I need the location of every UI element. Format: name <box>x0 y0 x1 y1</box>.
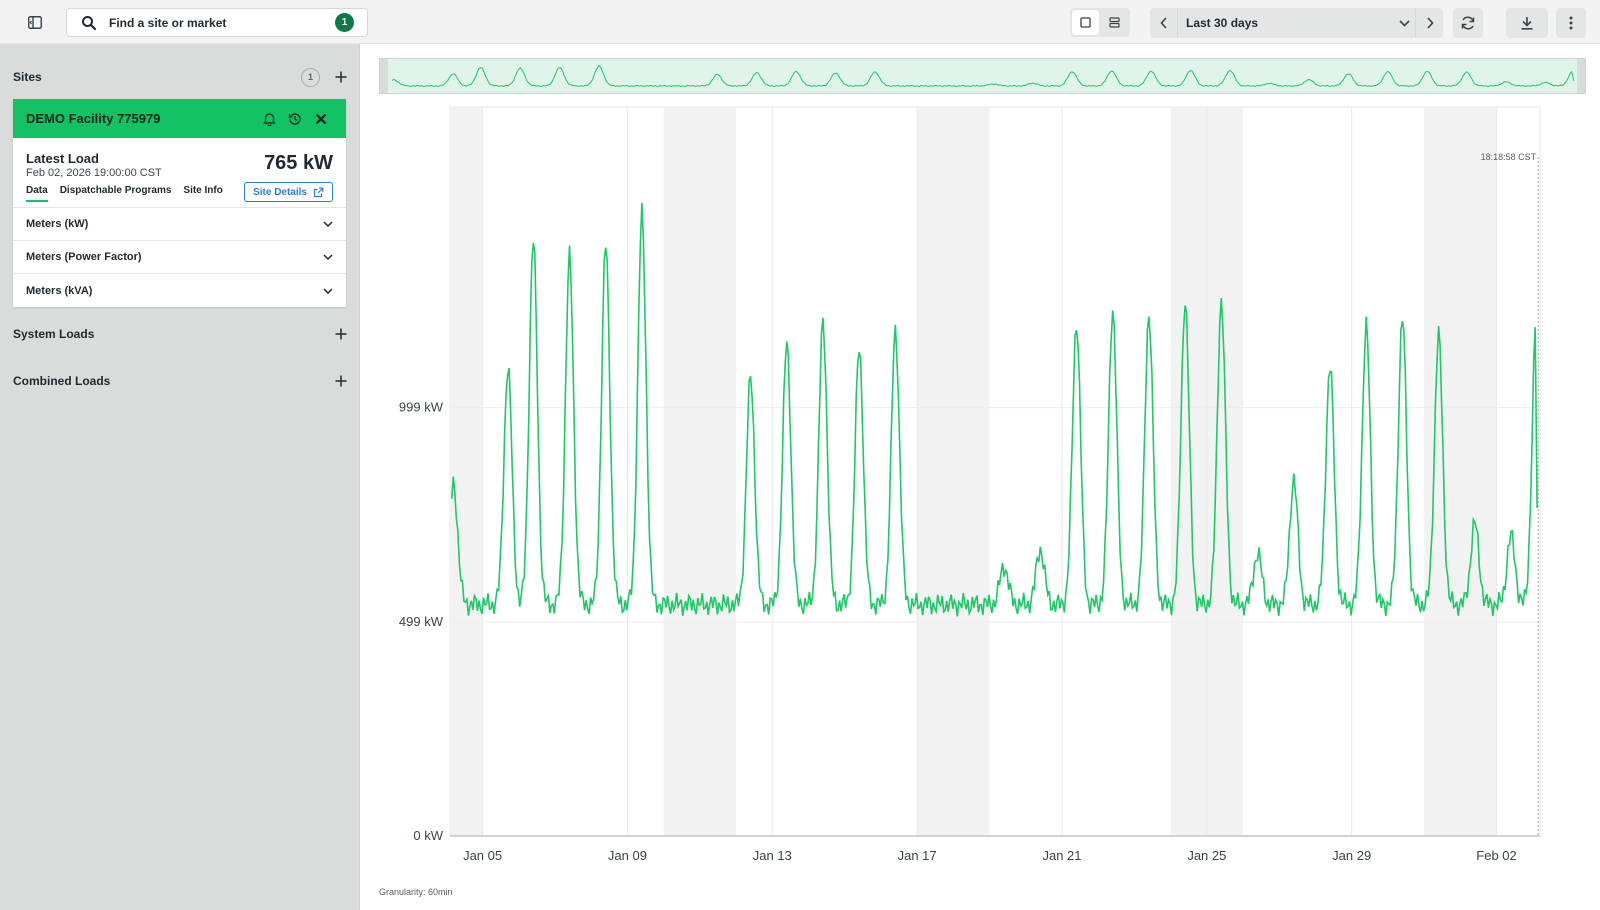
navigator-right-handle[interactable] <box>1577 59 1585 93</box>
date-range-picker: Last 30 days <box>1150 8 1443 38</box>
meters-kva-row[interactable]: Meters (kVA) <box>13 274 346 307</box>
meters-power-factor-label: Meters (Power Factor) <box>26 251 142 263</box>
y-tick-label: 999 kW <box>399 400 444 415</box>
download-icon <box>1521 17 1533 30</box>
weekend-band <box>917 107 990 836</box>
meters-kva-label: Meters (kVA) <box>26 284 93 297</box>
combined-loads-section-header: Combined Loads <box>13 371 348 391</box>
x-tick-label: Jan 29 <box>1332 848 1371 863</box>
chart-panel: 0 kW 499 kW 999 kW Jan 05 Jan 09 Jan 13 Jan 17… <box>360 44 1600 910</box>
load-series-line <box>451 202 1538 617</box>
search-placeholder: Find a site or market <box>109 15 227 30</box>
sites-section-header: Sites 1 <box>13 67 348 87</box>
history-icon[interactable] <box>282 109 308 129</box>
top-bar: Find a site or market 1 Last 30 days <box>0 0 1600 44</box>
navigator-preview <box>391 64 1575 88</box>
tab-data[interactable]: Data <box>26 185 48 202</box>
x-tick-label: Jan 09 <box>608 848 647 863</box>
site-details-label: Site Details <box>253 186 307 198</box>
x-tick-label: Jan 25 <box>1187 848 1226 863</box>
y-tick-label: 499 kW <box>399 614 444 629</box>
range-navigator[interactable] <box>379 58 1586 94</box>
sidebar-toggle-icon[interactable] <box>22 10 48 34</box>
close-icon[interactable] <box>308 109 334 129</box>
search-input[interactable]: Find a site or market 1 <box>66 8 368 37</box>
system-loads-title: System Loads <box>13 327 95 341</box>
tab-site-info[interactable]: Site Info <box>183 185 223 196</box>
load-chart[interactable]: 0 kW 499 kW 999 kW Jan 05 Jan 09 Jan 13 Jan 17… <box>360 44 1600 884</box>
meters-power-factor-row[interactable]: Meters (Power Factor) <box>13 241 346 274</box>
download-button[interactable] <box>1506 8 1548 38</box>
granularity-label: Granularity: 60min <box>379 887 453 897</box>
add-site-button[interactable] <box>334 70 348 84</box>
plot-background <box>449 106 1541 837</box>
latest-load-time: Feb 02, 2026 19:00:00 CST <box>26 167 162 179</box>
add-combined-load-button[interactable] <box>334 374 348 388</box>
meters-kw-row[interactable]: Meters (kW) <box>13 208 346 241</box>
chevron-down-icon <box>323 221 333 227</box>
meters-kw-label: Meters (kW) <box>26 218 89 230</box>
refresh-icon <box>1461 16 1475 30</box>
search-icon <box>81 15 97 31</box>
chevron-down-icon <box>323 254 333 260</box>
single-view-button[interactable] <box>1072 10 1099 35</box>
previous-range-button[interactable] <box>1150 8 1177 38</box>
site-card: DEMO Facility 775979 Latest Load Feb 02,… <box>13 99 346 307</box>
navigator-series-line <box>391 64 1575 88</box>
x-tick-label: Jan 13 <box>753 848 792 863</box>
sites-count-badge: 1 <box>301 67 320 87</box>
weekend-band <box>1424 107 1497 836</box>
chevron-down-icon <box>1393 19 1415 27</box>
x-tick-label: Jan 17 <box>898 848 937 863</box>
site-tabs: Data Dispatchable Programs Site Info <box>26 185 223 202</box>
view-toggle <box>1070 8 1130 37</box>
add-system-load-button[interactable] <box>334 327 348 341</box>
more-vertical-icon <box>1569 16 1573 30</box>
tab-dispatchable-programs[interactable]: Dispatchable Programs <box>59 185 172 196</box>
y-tick-label: 0 kW <box>413 828 443 843</box>
next-range-button[interactable] <box>1416 8 1443 38</box>
navigator-left-handle[interactable] <box>380 59 388 93</box>
site-details-button[interactable]: Site Details <box>244 182 333 202</box>
current-time-label: 18:18:58 CST <box>1481 152 1537 162</box>
external-link-icon <box>313 187 324 197</box>
plus-icon <box>335 375 347 387</box>
plus-icon <box>335 328 347 340</box>
search-count-badge: 1 <box>335 13 354 32</box>
more-options-button[interactable] <box>1556 8 1586 38</box>
combined-loads-title: Combined Loads <box>13 374 111 388</box>
stacked-view-button[interactable] <box>1101 10 1128 35</box>
site-card-header: DEMO Facility 775979 <box>13 99 346 138</box>
x-tick-label: Jan 21 <box>1042 848 1081 863</box>
date-range-label: Last 30 days <box>1186 16 1259 30</box>
latest-load-value: 765 kW <box>264 152 333 174</box>
sites-title: Sites <box>13 70 42 84</box>
refresh-button[interactable] <box>1453 8 1483 38</box>
bell-icon[interactable] <box>256 109 282 129</box>
sidebar: Sites 1 DEMO Facility 775979 Latest Load… <box>0 44 360 910</box>
plus-icon <box>335 71 347 83</box>
weekend-band <box>663 107 737 836</box>
date-range-select[interactable]: Last 30 days <box>1177 8 1416 38</box>
chevron-down-icon <box>323 287 333 294</box>
latest-load-panel: Latest Load Feb 02, 2026 19:00:00 CST 76… <box>13 138 346 208</box>
x-tick-label: Feb 02 <box>1476 848 1516 863</box>
latest-load-title: Latest Load <box>26 151 99 166</box>
system-loads-section-header: System Loads <box>13 324 348 344</box>
x-tick-label: Jan 05 <box>463 848 502 863</box>
site-name: DEMO Facility 775979 <box>26 111 161 126</box>
weekend-band <box>450 107 483 836</box>
